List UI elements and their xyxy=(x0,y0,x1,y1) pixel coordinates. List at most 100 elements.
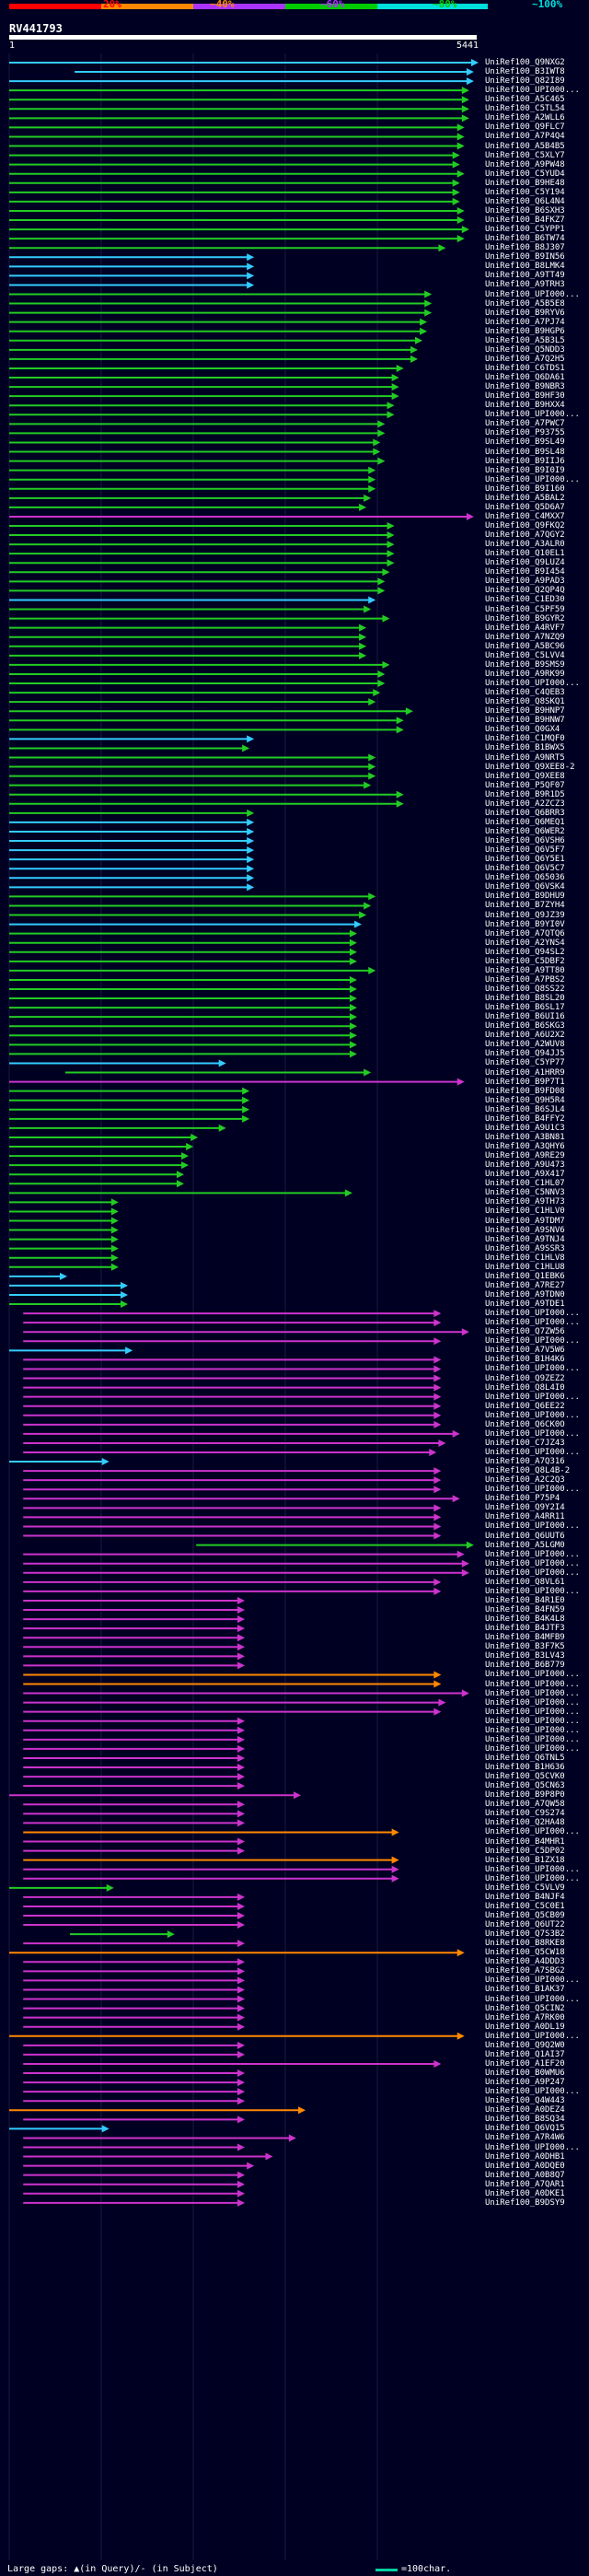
hit-label[interactable]: UniRef100_UPI000... xyxy=(485,1864,580,1874)
hit-label[interactable]: UniRef100_Q6DA61 xyxy=(485,373,565,383)
hit-label[interactable]: UniRef100_A5B3L5 xyxy=(485,335,565,345)
hit-label[interactable]: UniRef100_UPI000... xyxy=(485,410,580,420)
hit-label[interactable]: UniRef100_B4K4L8 xyxy=(485,1614,565,1625)
hit-label[interactable]: UniRef100_A9TRH3 xyxy=(485,280,565,290)
hit-label[interactable]: UniRef100_A9U473 xyxy=(485,1160,565,1171)
hit-label[interactable]: UniRef100_A5C465 xyxy=(485,95,565,105)
hit-label[interactable]: UniRef100_B9P7T1 xyxy=(485,1077,565,1087)
hit-label[interactable]: UniRef100_A5B5E8 xyxy=(485,298,565,309)
hit-label[interactable]: UniRef100_A9TNJ4 xyxy=(485,1234,565,1244)
hit-label[interactable]: UniRef100_Q94JJ5 xyxy=(485,1049,565,1059)
hit-label[interactable]: UniRef100_B9P8P0 xyxy=(485,1790,565,1801)
hit-label[interactable]: UniRef100_A9NRT5 xyxy=(485,752,565,763)
hit-label[interactable]: UniRef100_A3BN81 xyxy=(485,1132,565,1142)
hit-label[interactable]: UniRef100_Q8L4I0 xyxy=(485,1382,565,1393)
hit-label[interactable]: UniRef100_Q4W443 xyxy=(485,2096,565,2106)
hit-label[interactable]: UniRef100_Q6VQ15 xyxy=(485,2124,565,2134)
hit-label[interactable]: UniRef100_Q6UT22 xyxy=(485,1920,565,1930)
hit-label[interactable]: UniRef100_C5Y194 xyxy=(485,187,565,197)
hit-label[interactable]: UniRef100_A2WUV8 xyxy=(485,1040,565,1050)
hit-label[interactable]: UniRef100_A0DQE0 xyxy=(485,2161,565,2171)
hit-label[interactable]: UniRef100_Q9JZ39 xyxy=(485,910,565,920)
hit-label[interactable]: UniRef100_B4R1E0 xyxy=(485,1595,565,1605)
hit-label[interactable]: UniRef100_B4FN59 xyxy=(485,1605,565,1615)
hit-label[interactable]: UniRef100_A7QW58 xyxy=(485,1800,565,1810)
hit-label[interactable]: UniRef100_UPI000... xyxy=(485,1827,580,1837)
hit-label[interactable]: UniRef100_Q5CIN2 xyxy=(485,2003,565,2013)
hit-label[interactable]: UniRef100_B9R1D5 xyxy=(485,789,565,799)
hit-label[interactable]: UniRef100_UPI000... xyxy=(485,2142,580,2152)
hit-label[interactable]: UniRef100_B8SQ34 xyxy=(485,2115,565,2125)
hit-label[interactable]: UniRef100_Q9Q2W0 xyxy=(485,2040,565,2050)
hit-label[interactable]: UniRef100_B3F7K5 xyxy=(485,1642,565,1652)
hit-label[interactable]: UniRef100_B4MHR1 xyxy=(485,1836,565,1847)
hit-label[interactable]: UniRef100_B9RYV6 xyxy=(485,308,565,318)
hit-label[interactable]: UniRef100_B9I0I9 xyxy=(485,465,565,475)
hit-label[interactable]: UniRef100_C4MXX7 xyxy=(485,511,565,521)
hit-label[interactable]: UniRef100_Q9FKQ2 xyxy=(485,521,565,530)
hit-label[interactable]: UniRef100_Q8SKQ1 xyxy=(485,697,565,707)
hit-label[interactable]: UniRef100_Q5CN63 xyxy=(485,1781,565,1791)
hit-label[interactable]: UniRef100_A1HRR9 xyxy=(485,1067,565,1078)
hit-label[interactable]: UniRef100_Q6BRR3 xyxy=(485,808,565,818)
hit-label[interactable]: UniRef100_Q2HA48 xyxy=(485,1818,565,1828)
hit-label[interactable]: UniRef100_Q9FLC7 xyxy=(485,122,565,133)
hit-label[interactable]: UniRef100_Q6CK0O xyxy=(485,1419,565,1429)
hit-label[interactable]: UniRef100_Q6V5F7 xyxy=(485,845,565,856)
hit-label[interactable]: UniRef100_B9IIJ6 xyxy=(485,456,565,466)
hit-label[interactable]: UniRef100_B6SJL4 xyxy=(485,1104,565,1114)
hit-label[interactable]: UniRef100_C1HL07 xyxy=(485,1179,565,1189)
hit-label[interactable]: UniRef100_Q6Y5E1 xyxy=(485,855,565,865)
hit-label[interactable]: UniRef100_UPI000... xyxy=(485,1994,580,2004)
hit-label[interactable]: UniRef100_Q9LUZ4 xyxy=(485,558,565,568)
hit-label[interactable]: UniRef100_B9HNW7 xyxy=(485,716,565,726)
hit-label[interactable]: UniRef100_B9SMS9 xyxy=(485,659,565,670)
hit-label[interactable]: UniRef100_UPI000... xyxy=(485,2031,580,2041)
hit-label[interactable]: UniRef100_C7JZ43 xyxy=(485,1438,565,1448)
hit-label[interactable]: UniRef100_UPI000... xyxy=(485,1873,580,1883)
hit-label[interactable]: UniRef100_B4FFY2 xyxy=(485,1113,565,1124)
hit-label[interactable]: UniRef100_P93755 xyxy=(485,428,565,438)
hit-label[interactable]: UniRef100_A3QHY6 xyxy=(485,1142,565,1152)
hit-label[interactable]: UniRef100_Q1EBK6 xyxy=(485,1271,565,1281)
hit-label[interactable]: UniRef100_A3ALR0 xyxy=(485,540,565,550)
hit-label[interactable]: UniRef100_B6SKG3 xyxy=(485,1021,565,1032)
hit-label[interactable]: UniRef100_UPI000... xyxy=(485,1568,580,1578)
hit-label[interactable]: UniRef100_A7Q316 xyxy=(485,1457,565,1467)
hit-label[interactable]: UniRef100_UPI000... xyxy=(485,1586,580,1596)
hit-label[interactable]: UniRef100_B9FD08 xyxy=(485,1086,565,1096)
hit-label[interactable]: UniRef100_B1BWX5 xyxy=(485,743,565,753)
hit-label[interactable]: UniRef100_UPI000... xyxy=(485,474,580,484)
hit-label[interactable]: UniRef100_B4JTF3 xyxy=(485,1624,565,1634)
hit-label[interactable]: UniRef100_A7QTQ6 xyxy=(485,928,565,938)
hit-label[interactable]: UniRef100_A5BC96 xyxy=(485,641,565,651)
hit-label[interactable]: UniRef100_C1HLU8 xyxy=(485,1262,565,1272)
hit-label[interactable]: UniRef100_A2YNS4 xyxy=(485,938,565,948)
hit-label[interactable]: UniRef100_Q6VSK4 xyxy=(485,882,565,892)
hit-label[interactable]: UniRef100_UPI000... xyxy=(485,1725,580,1735)
hit-label[interactable]: UniRef100_UPI000... xyxy=(485,1318,580,1328)
hit-label[interactable]: UniRef100_UPI000... xyxy=(485,1309,580,1319)
hit-label[interactable]: UniRef100_B8SL20 xyxy=(485,994,565,1004)
hit-label[interactable]: UniRef100_A7QAR1 xyxy=(485,2179,565,2189)
hit-label[interactable]: UniRef100_UPI000... xyxy=(485,1428,580,1439)
hit-label[interactable]: UniRef100_A9TT49 xyxy=(485,271,565,281)
hit-label[interactable]: UniRef100_A9TDM7 xyxy=(485,1216,565,1226)
hit-label[interactable]: UniRef100_UPI000... xyxy=(485,1976,580,1986)
hit-label[interactable]: UniRef100_Q94SL2 xyxy=(485,947,565,957)
hit-label[interactable]: UniRef100_C5DP02 xyxy=(485,1846,565,1856)
hit-label[interactable]: UniRef100_B9I454 xyxy=(485,567,565,577)
hit-label[interactable]: UniRef100_B9GYR2 xyxy=(485,613,565,624)
hit-label[interactable]: UniRef100_Q9H5R4 xyxy=(485,1095,565,1105)
hit-label[interactable]: UniRef100_C5TL54 xyxy=(485,104,565,114)
hit-label[interactable]: UniRef100_B8LMK4 xyxy=(485,262,565,272)
hit-label[interactable]: UniRef100_B7ZYH4 xyxy=(485,901,565,911)
hit-label[interactable]: UniRef100_A7PBS2 xyxy=(485,974,565,985)
hit-label[interactable]: UniRef100_Q5CB09 xyxy=(485,1911,565,1920)
hit-label[interactable]: UniRef100_B6SL17 xyxy=(485,1003,565,1013)
hit-label[interactable]: UniRef100_UPI000... xyxy=(485,1485,580,1495)
hit-label[interactable]: UniRef100_UPI000... xyxy=(485,86,580,96)
hit-label[interactable]: UniRef100_C5DBF2 xyxy=(485,956,565,966)
hit-label[interactable]: UniRef100_Q10EL1 xyxy=(485,549,565,559)
hit-label[interactable]: UniRef100_UPI000... xyxy=(485,1679,580,1689)
